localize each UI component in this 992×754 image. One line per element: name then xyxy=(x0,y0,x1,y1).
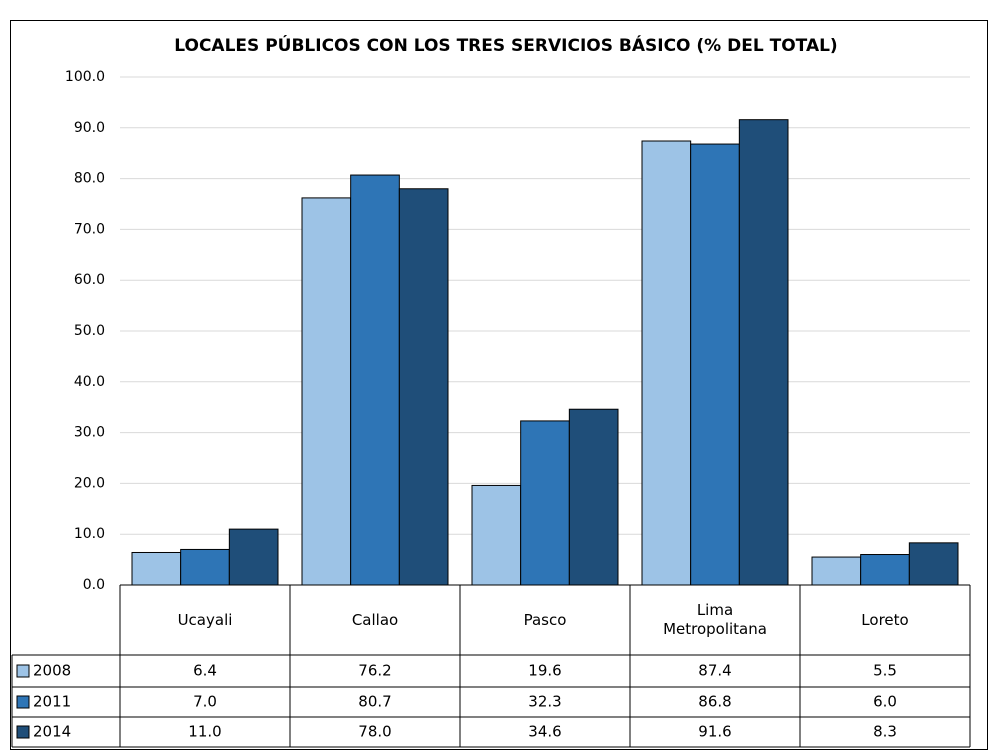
table-value: 87.4 xyxy=(698,662,731,680)
chart-frame xyxy=(10,20,988,750)
table-value: 34.6 xyxy=(528,723,561,741)
table-value: 80.7 xyxy=(358,693,391,711)
table-value: 5.5 xyxy=(873,662,897,680)
y-tick-label: 80.0 xyxy=(74,171,105,187)
legend-key xyxy=(16,695,30,709)
bar xyxy=(520,420,570,586)
bar xyxy=(398,188,449,586)
bar xyxy=(690,143,740,586)
bar xyxy=(860,554,910,586)
chart-title: LOCALES PÚBLICOS CON LOS TRES SERVICIOS … xyxy=(174,34,837,56)
y-tick-label: 30.0 xyxy=(74,425,105,441)
table-value: 78.0 xyxy=(358,723,391,741)
legend-label: 2011 xyxy=(33,693,71,711)
category-label: Ucayali xyxy=(177,610,233,629)
category-label: Pasco xyxy=(523,610,567,629)
table-value: 8.3 xyxy=(873,723,897,741)
bar xyxy=(471,484,522,586)
table-value: 91.6 xyxy=(698,723,731,741)
bar xyxy=(301,197,352,586)
category-label: Callao xyxy=(351,610,399,629)
legend-label: 2014 xyxy=(33,723,71,741)
table-value: 86.8 xyxy=(698,693,731,711)
bar xyxy=(228,528,279,586)
table-value: 11.0 xyxy=(188,723,221,741)
y-tick-label: 40.0 xyxy=(74,374,105,390)
table-value: 19.6 xyxy=(528,662,561,680)
bar xyxy=(180,548,230,586)
table-value: 6.4 xyxy=(193,662,217,680)
y-tick-label: 60.0 xyxy=(74,272,105,288)
bar xyxy=(350,174,400,586)
bar xyxy=(641,140,692,586)
legend-key xyxy=(16,664,30,678)
y-tick-label: 20.0 xyxy=(74,475,105,491)
y-tick-label: 70.0 xyxy=(74,221,105,237)
category-label: Loreto xyxy=(861,610,909,629)
bar xyxy=(908,542,959,586)
legend-label: 2008 xyxy=(33,662,71,680)
bar xyxy=(738,119,789,586)
bar xyxy=(811,556,862,586)
y-tick-label: 100.0 xyxy=(65,69,105,85)
y-tick-label: 10.0 xyxy=(74,526,105,542)
table-value: 76.2 xyxy=(358,662,391,680)
table-value: 32.3 xyxy=(528,693,561,711)
y-tick-label: 90.0 xyxy=(74,120,105,136)
table-value: 7.0 xyxy=(193,693,217,711)
bar xyxy=(568,408,619,586)
y-tick-label: 0.0 xyxy=(83,577,105,593)
legend-key xyxy=(16,725,30,739)
category-label: Lima Metropolitana xyxy=(663,601,767,638)
table-value: 6.0 xyxy=(873,693,897,711)
bar xyxy=(131,551,182,586)
y-tick-label: 50.0 xyxy=(74,323,105,339)
